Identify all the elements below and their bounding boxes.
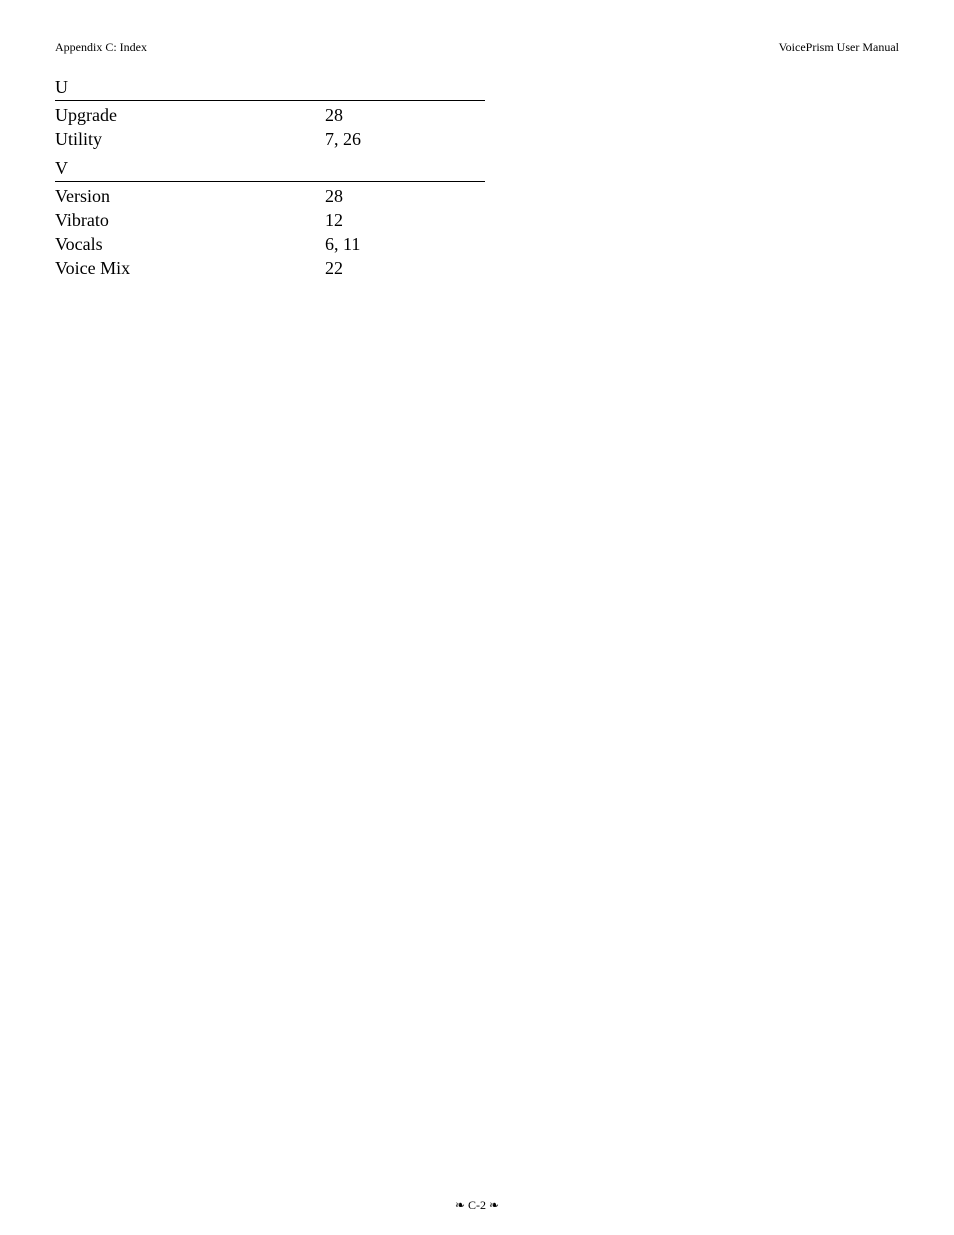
header-right: VoicePrism User Manual bbox=[779, 40, 899, 55]
index-term: Voice Mix bbox=[55, 256, 325, 280]
section-rule bbox=[55, 181, 485, 182]
index-term: Vibrato bbox=[55, 208, 325, 232]
index-pages: 22 bbox=[325, 256, 485, 280]
footer-ornament-left: ❧ bbox=[455, 1198, 465, 1212]
index-entry: Utility 7, 26 bbox=[55, 127, 485, 151]
index-entry: Voice Mix 22 bbox=[55, 256, 485, 280]
index-pages: 28 bbox=[325, 184, 485, 208]
index-entry: Version 28 bbox=[55, 184, 485, 208]
index-section-u: U bbox=[55, 77, 485, 98]
section-rule bbox=[55, 100, 485, 101]
index-term: Vocals bbox=[55, 232, 325, 256]
index-entry: Upgrade 28 bbox=[55, 103, 485, 127]
page-content: Appendix C: Index VoicePrism User Manual… bbox=[0, 0, 954, 281]
index-term: Utility bbox=[55, 127, 325, 151]
footer-page-number: C-2 bbox=[468, 1198, 486, 1212]
page-footer: ❧ C-2 ❧ bbox=[0, 1198, 954, 1213]
index-term: Upgrade bbox=[55, 103, 325, 127]
index-entry: Vibrato 12 bbox=[55, 208, 485, 232]
index-pages: 12 bbox=[325, 208, 485, 232]
index-section-v: V bbox=[55, 158, 485, 179]
index-block: U Upgrade 28 Utility 7, 26 V Version 28 … bbox=[55, 77, 485, 281]
index-pages: 28 bbox=[325, 103, 485, 127]
running-header: Appendix C: Index VoicePrism User Manual bbox=[55, 40, 899, 55]
index-entry: Vocals 6, 11 bbox=[55, 232, 485, 256]
index-term: Version bbox=[55, 184, 325, 208]
index-pages: 6, 11 bbox=[325, 232, 485, 256]
footer-ornament-right: ❧ bbox=[489, 1198, 499, 1212]
header-left: Appendix C: Index bbox=[55, 40, 147, 55]
index-pages: 7, 26 bbox=[325, 127, 485, 151]
